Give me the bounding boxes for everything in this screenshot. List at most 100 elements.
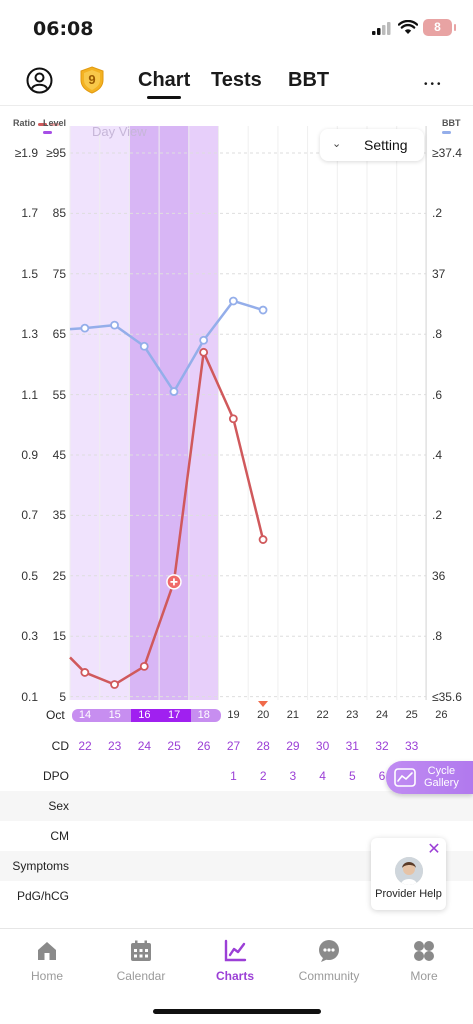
bbt-tick-label: .2 — [432, 206, 443, 221]
cycle-gallery-line2: Gallery — [424, 777, 459, 789]
bbt-data-point — [258, 305, 268, 315]
peak-day-strip — [131, 709, 191, 722]
row-sex-label: Sex — [48, 799, 69, 813]
ratio-data-point — [80, 668, 90, 677]
bbt-series-line — [69, 299, 264, 393]
date-cell[interactable]: 17 — [167, 709, 181, 721]
date-cell[interactable]: 24 — [375, 709, 389, 721]
provider-help-widget[interactable]: ✕ Provider Help — [371, 838, 446, 910]
bbt-tick-label: ≤35.6 — [432, 689, 462, 704]
cd-value: 24 — [137, 739, 152, 753]
dpo-value: 6 — [378, 769, 386, 783]
ratio-data-point — [110, 680, 119, 689]
nav-calendar[interactable]: Calendar — [101, 939, 181, 983]
cd-value: 28 — [256, 739, 270, 753]
profile-icon[interactable] — [26, 67, 53, 94]
date-cell[interactable]: 14 — [78, 709, 92, 721]
setting-label: Setting — [364, 137, 408, 153]
home-indicator — [153, 1009, 321, 1014]
status-time: 06:08 — [33, 18, 94, 40]
date-cell[interactable]: 22 — [316, 709, 329, 721]
ratio-tick-label: 1.5 — [21, 266, 38, 281]
date-cell[interactable]: 21 — [286, 709, 300, 721]
level-tick-label: 5 — [59, 689, 66, 704]
level-tick-label: 35 — [52, 508, 66, 523]
calendar-icon — [131, 940, 151, 961]
bbt-tick-label: ≥37.4 — [432, 146, 462, 160]
date-cell[interactable]: 19 — [227, 709, 240, 721]
ratio-tick-label: 0.3 — [21, 629, 38, 644]
badge-number: 9 — [88, 72, 96, 87]
gallery-chart-icon — [394, 768, 416, 787]
nav-more[interactable]: More — [384, 939, 464, 983]
legend-ratio: Ratio — [13, 118, 60, 128]
ratio-tick-label: 0.1 — [21, 689, 38, 704]
more-grid-icon — [414, 941, 434, 961]
bbt-tick-label: 37 — [432, 266, 446, 281]
date-cell[interactable]: 18 — [197, 709, 210, 721]
cd-value: 33 — [405, 739, 419, 753]
cd-value: 25 — [167, 739, 181, 753]
tab-tests[interactable]: Tests — [211, 69, 262, 91]
bbt-data-point — [80, 323, 90, 333]
row-cm[interactable]: CM — [0, 821, 473, 851]
setting-button[interactable]: ⌄ Setting — [320, 129, 424, 161]
date-cell[interactable]: 26 — [435, 709, 448, 721]
tab-chart[interactable]: Chart — [138, 69, 191, 91]
ratio-tick-label: 0.7 — [21, 508, 38, 523]
date-cell[interactable]: 20 — [257, 709, 270, 721]
row-pdg-hcg[interactable]: PdG/hCG — [0, 881, 473, 911]
level-tick-label: 25 — [52, 568, 66, 583]
cd-value: 26 — [197, 739, 211, 753]
row-dpo-label: DPO — [42, 769, 69, 783]
level-tick-label: 65 — [52, 327, 66, 342]
community-icon — [319, 940, 339, 962]
nav-community[interactable]: Community — [289, 939, 369, 983]
shield-badge-icon — [80, 66, 104, 94]
legend-level-label: Level — [43, 118, 67, 128]
date-cell[interactable]: 15 — [108, 709, 121, 721]
level-badge[interactable]: 9 — [79, 66, 105, 94]
nav-home[interactable]: Home — [7, 939, 87, 983]
close-icon[interactable]: ✕ — [427, 841, 441, 858]
row-cm-label: CM — [50, 829, 69, 843]
level-tick-label: 55 — [52, 387, 66, 402]
ratio-tick-label: 1.7 — [21, 206, 38, 221]
cd-value: 22 — [78, 739, 92, 753]
row-pdg-label: PdG/hCG — [16, 889, 69, 903]
level-tick-label: ≥95 — [46, 146, 66, 160]
cd-value: 23 — [108, 739, 122, 753]
more-options-button[interactable]: ••• — [424, 79, 444, 90]
ratio-data-point — [139, 662, 149, 671]
row-cd: CD 22 23 24 25 26 27 28 29 30 31 32 33 — [0, 731, 473, 761]
ratio-series-line — [69, 351, 265, 686]
dpo-value: 1 — [230, 769, 237, 783]
dpo-value: 4 — [319, 769, 326, 783]
chart-area[interactable]: Ratio Level BBT ≥1.9 1.7 1.5 1.3 1.1 0.9 0.7 0.… — [0, 106, 473, 706]
level-tick-label: 15 — [52, 629, 66, 644]
bbt-data-point — [228, 296, 238, 306]
level-tick-label: 85 — [52, 206, 66, 221]
bbt-tick-label: .8 — [432, 327, 443, 342]
date-cell[interactable]: 25 — [405, 709, 418, 721]
ratio-tick-label: ≥1.9 — [14, 146, 38, 160]
cd-value: 29 — [286, 739, 300, 753]
ratio-data-point — [228, 414, 238, 424]
high-day-band — [188, 126, 219, 700]
cd-value: 32 — [375, 739, 389, 753]
level-tick-label: 45 — [52, 448, 66, 462]
chart-plot — [69, 126, 427, 700]
today-marker — [258, 701, 268, 707]
battery-level: 8 — [434, 20, 441, 34]
nav-charts[interactable]: Charts — [195, 939, 275, 983]
cycle-gallery-button[interactable]: Cycle Gallery — [386, 761, 473, 794]
ratio-data-point — [199, 347, 209, 357]
battery-icon: 8 — [423, 19, 456, 36]
date-cell[interactable]: 16 — [138, 709, 151, 721]
bbt-data-point — [110, 320, 119, 330]
nav-charts-label: Charts — [215, 969, 254, 983]
provider-help-label: Provider Help — [375, 888, 442, 900]
date-cell[interactable]: 23 — [346, 709, 359, 721]
row-sex[interactable]: Sex — [0, 791, 473, 821]
tab-bbt[interactable]: BBT — [288, 69, 330, 91]
